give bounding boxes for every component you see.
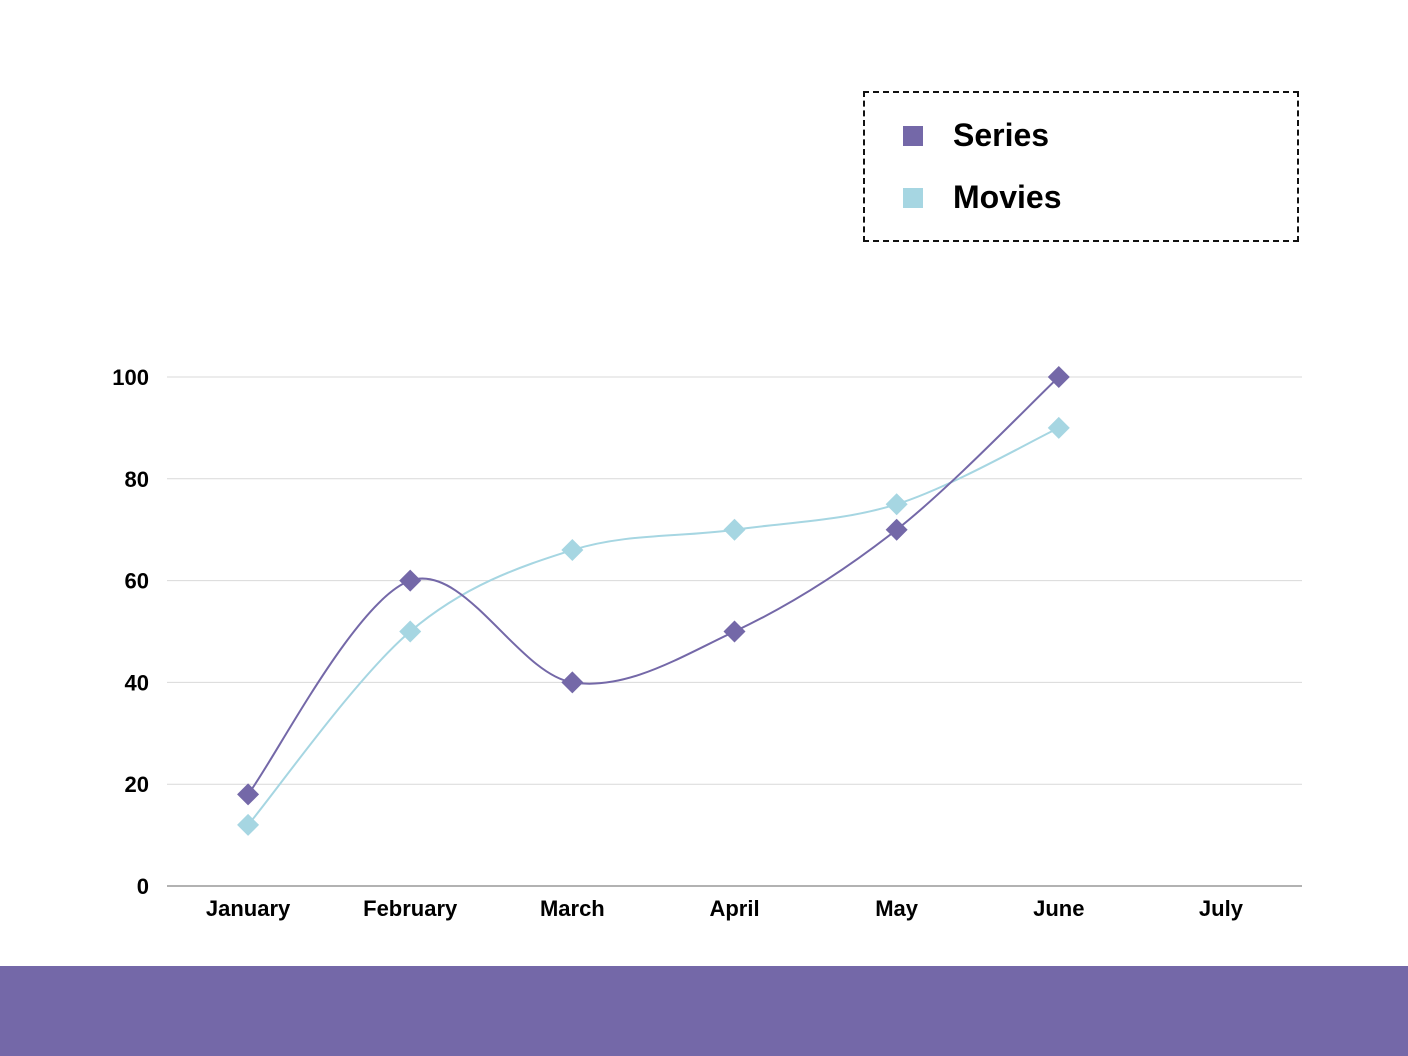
x-tick-labels: January February March April May June July (206, 896, 1244, 921)
grid-lines (167, 376, 1302, 785)
legend-label-movies: Movies (953, 179, 1062, 215)
x-tick-label: March (540, 896, 605, 921)
line-chart: 0 20 40 60 80 100 January February March April Ma… (112, 365, 1302, 921)
x-tick-label: January (206, 896, 291, 921)
y-tick-label: 20 (125, 772, 149, 797)
y-tick-label: 0 (137, 874, 149, 899)
legend-swatch-series (903, 125, 923, 146)
legend-label-series: Series (953, 117, 1050, 153)
data-point-series (885, 518, 908, 541)
legend-item-series: Series (903, 117, 1049, 154)
y-tick-label: 80 (125, 467, 149, 492)
data-point-series (237, 783, 260, 806)
y-tick-label: 100 (112, 365, 149, 390)
x-tick-label: May (875, 896, 919, 921)
data-point-series (723, 620, 746, 643)
data-point-movies (561, 539, 584, 562)
legend-item-movies: Movies (903, 179, 1061, 216)
y-tick-label: 40 (125, 670, 149, 695)
series-lines (247, 376, 1060, 826)
data-point-movies (885, 493, 908, 516)
y-tick-label: 60 (125, 569, 149, 594)
data-point-movies (723, 518, 746, 541)
data-point-series (399, 569, 422, 592)
data-point-series (1047, 366, 1070, 388)
series-line-movies (247, 426, 1060, 826)
x-tick-label: February (363, 896, 458, 921)
legend: Series Movies (863, 91, 1299, 242)
x-tick-label: April (709, 896, 759, 921)
data-point-movies (1047, 416, 1070, 439)
x-tick-label: July (1199, 896, 1244, 921)
data-point-series (561, 671, 584, 694)
series-line-series (247, 376, 1060, 795)
footer-bar (0, 966, 1408, 1056)
series-markers (237, 366, 1070, 836)
data-point-movies (399, 620, 422, 643)
data-point-movies (237, 813, 260, 836)
y-tick-labels: 0 20 40 60 80 100 (112, 365, 149, 899)
legend-swatch-movies (903, 187, 923, 208)
x-tick-label: June (1033, 896, 1084, 921)
